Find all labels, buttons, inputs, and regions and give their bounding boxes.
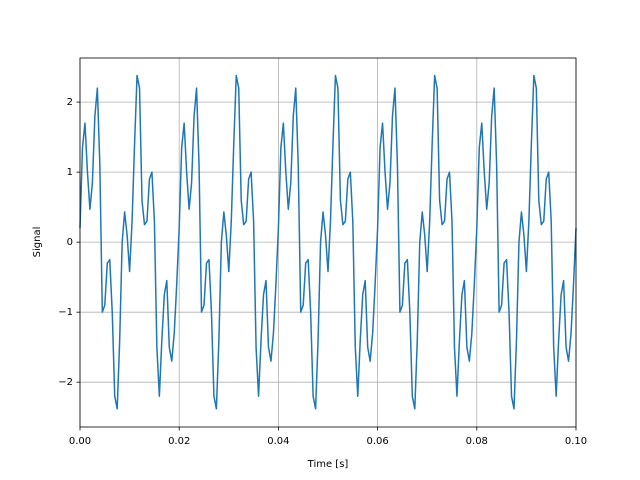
y-tick-label: 0 bbox=[67, 237, 73, 248]
data-line bbox=[79, 74, 577, 410]
y-axis-label: Signal bbox=[32, 227, 43, 258]
y-tick-label: −1 bbox=[58, 307, 73, 318]
x-tick-label: 0.08 bbox=[466, 436, 488, 447]
y-tick-label: 2 bbox=[67, 97, 73, 108]
y-tick-label: 1 bbox=[67, 167, 73, 178]
plot-frame bbox=[79, 57, 577, 428]
x-axis-label: Time [s] bbox=[307, 459, 349, 470]
x-tick-label: 0.02 bbox=[168, 436, 190, 447]
x-tick-label: 0.04 bbox=[267, 436, 289, 447]
y-tick-label: −2 bbox=[58, 377, 73, 388]
x-tick-label: 0.06 bbox=[366, 436, 388, 447]
x-tick-label: 0.00 bbox=[69, 436, 91, 447]
x-tick-label: 0.10 bbox=[565, 436, 587, 447]
